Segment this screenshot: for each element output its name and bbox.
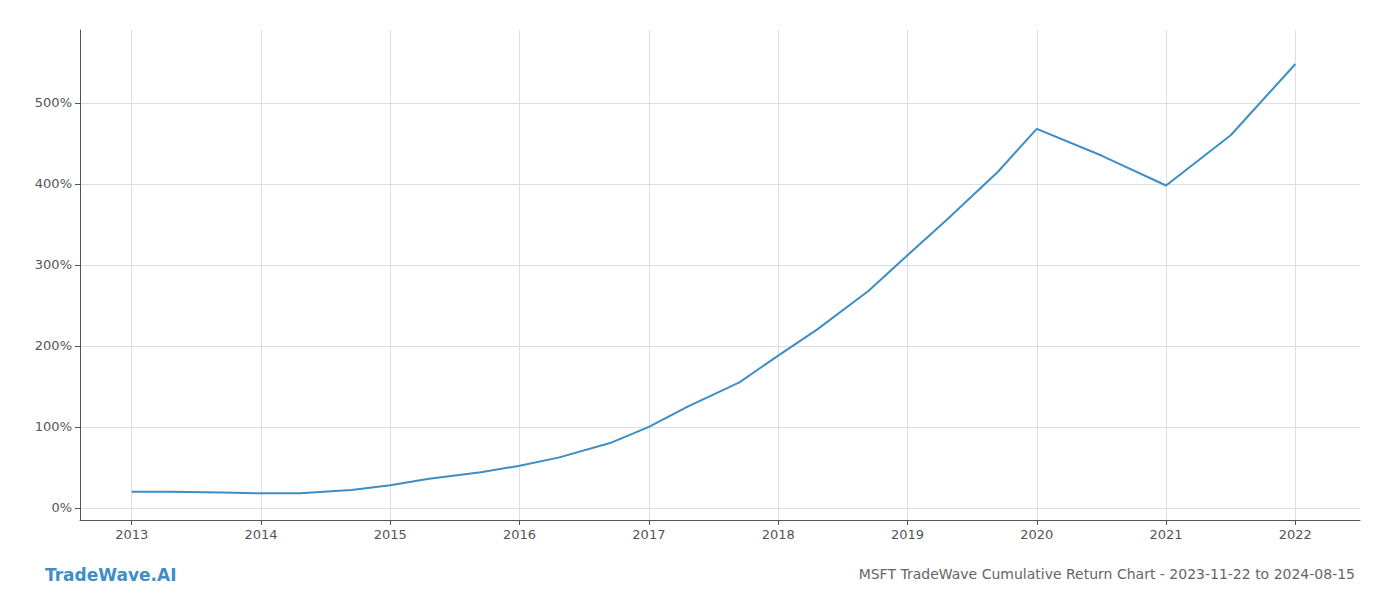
svg-text:2017: 2017 [632,527,665,542]
svg-text:MSFT TradeWave Cumulative Retu: MSFT TradeWave Cumulative Return Chart -… [859,566,1355,582]
svg-text:2020: 2020 [1020,527,1053,542]
svg-text:0%: 0% [51,500,72,515]
svg-text:2021: 2021 [1150,527,1183,542]
svg-text:500%: 500% [35,95,72,110]
svg-text:2018: 2018 [762,527,795,542]
svg-text:400%: 400% [35,176,72,191]
svg-text:2014: 2014 [244,527,277,542]
svg-text:2019: 2019 [891,527,924,542]
svg-text:2022: 2022 [1279,527,1312,542]
svg-text:TradeWave.AI: TradeWave.AI [45,565,176,585]
svg-text:100%: 100% [35,419,72,434]
svg-text:2016: 2016 [503,527,536,542]
svg-text:2015: 2015 [374,527,407,542]
svg-text:200%: 200% [35,338,72,353]
svg-text:2013: 2013 [115,527,148,542]
svg-text:300%: 300% [35,257,72,272]
